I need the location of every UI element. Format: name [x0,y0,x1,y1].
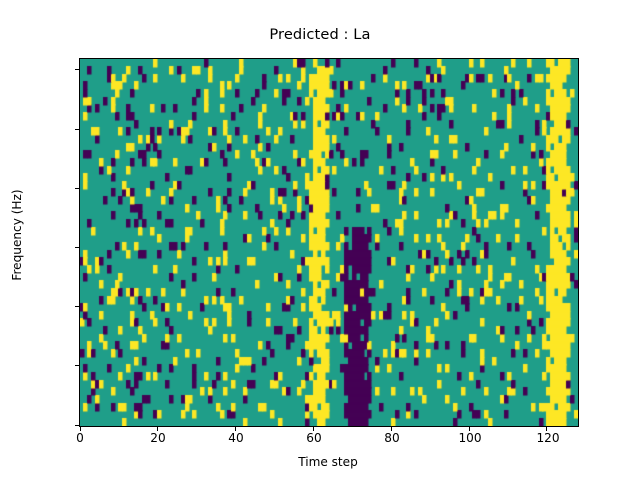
y-tick-mark-100000 [74,128,79,130]
x-tick-mark-40 [235,426,237,431]
x-tick-mark-100 [468,426,470,431]
x-tick-label-120: 120 [536,431,560,445]
x-tick-label-60: 60 [306,431,322,445]
y-axis-label: Frequency (Hz) [10,189,24,281]
y-tick-mark-20000 [74,365,79,367]
x-axis-label: Time step [298,455,358,469]
page-title: Predicted : La [269,26,371,43]
x-tick-mark-60 [312,426,314,431]
x-tick-label-100: 100 [458,431,482,445]
y-tick-mark-80000 [74,187,79,189]
x-tick-mark-20 [157,426,159,431]
x-tick-label-20: 20 [150,431,166,445]
heatmap-image [80,59,578,426]
y-tick-mark-120000 [74,69,79,71]
y-tick-mark-0 [74,424,79,426]
x-tick-label-40: 40 [228,431,244,445]
x-tick-label-80: 80 [384,431,400,445]
x-tick-label-0: 0 [76,431,84,445]
x-tick-mark-0 [79,426,81,431]
y-tick-mark-60000 [74,246,79,248]
y-tick-mark-40000 [74,306,79,308]
x-tick-mark-120 [546,426,548,431]
x-tick-mark-80 [390,426,392,431]
plot-area [79,58,579,427]
